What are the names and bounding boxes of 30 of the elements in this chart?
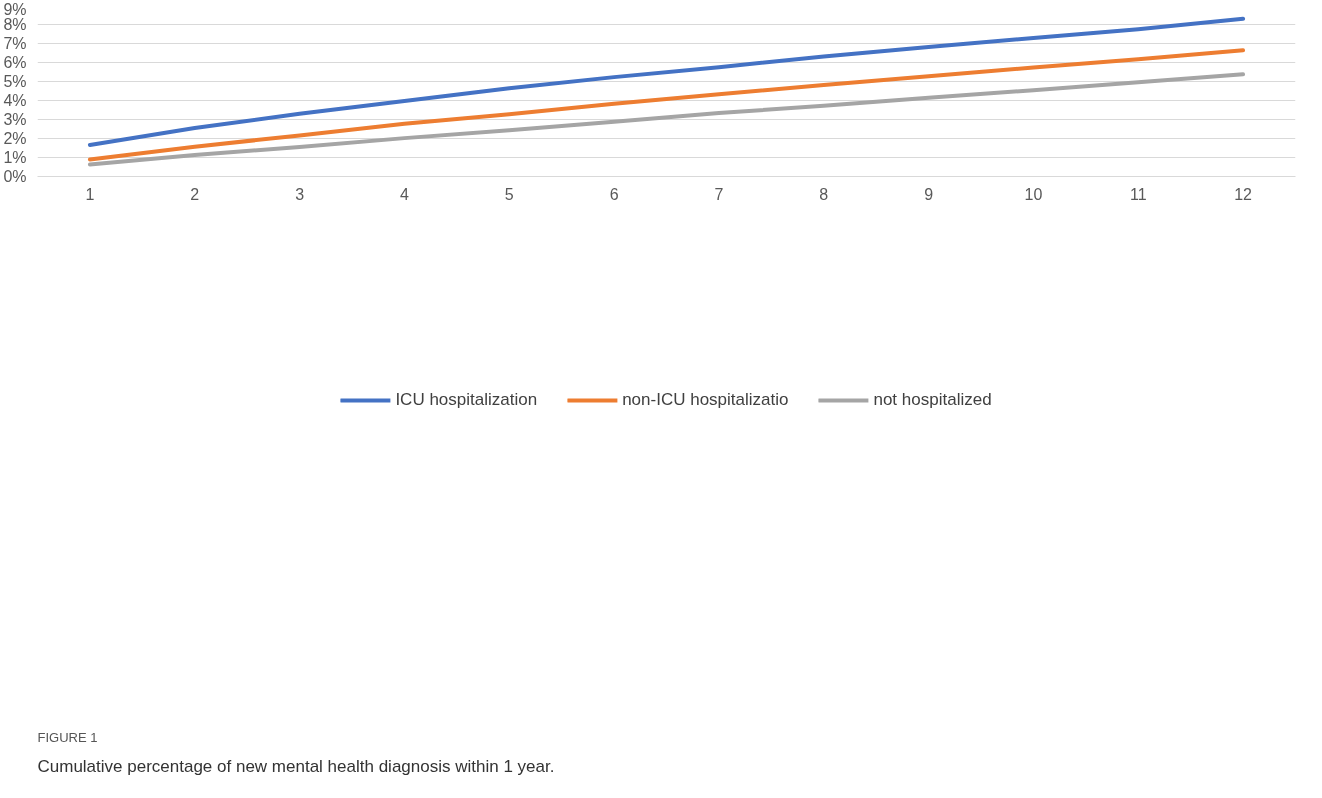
x-tick-label: 8 [819,185,829,203]
y-tick-label: 0% [3,168,27,185]
y-tick-label: 7% [3,35,27,52]
x-tick-label: 7 [714,185,724,203]
caption: FIGURE 1 [37,729,98,745]
text: Cumulative percentage of new mental health diagnosis within 1 year. [37,756,555,776]
x-tick-label: 2 [190,185,200,203]
y-tick-label: 2% [3,130,27,147]
y-tick-label: 1% [3,149,27,166]
x-tick-label: 1 [85,185,95,203]
x-tick-label: 4 [399,185,409,203]
y-tick-label: 8% [3,16,27,33]
x-tick-label: 12 [1234,185,1253,203]
y-tick-label: 5% [3,73,27,90]
legend-label: not hospitalized [873,389,992,410]
line-series [87,16,1246,147]
x-tick-label: 5 [504,185,514,203]
y-tick-label: 9% [3,0,27,18]
legend-label: ICU hospitalization [395,389,538,410]
x-tick-label: 11 [1129,185,1147,203]
line-series [87,72,1246,167]
y-tick-label: 3% [3,111,27,128]
x-tick-label: 9 [924,185,934,203]
x-tick-label: 3 [295,185,305,203]
line-series [87,48,1246,162]
y-tick-label: 6% [3,54,27,71]
x-tick-label: 6 [609,185,619,203]
legend-label: non-ICU hospitalizatio [622,389,789,410]
y-tick-label: 4% [3,92,27,109]
x-tick-label: 10 [1024,185,1043,203]
